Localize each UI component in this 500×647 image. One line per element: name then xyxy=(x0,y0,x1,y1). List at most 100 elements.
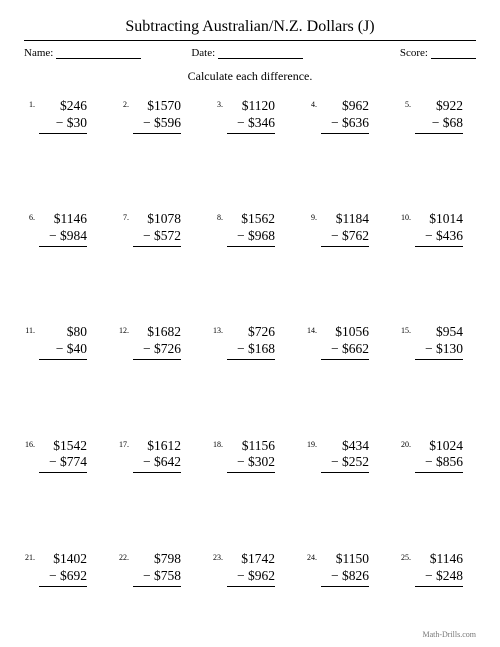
subtraction-stack: $962− $636 xyxy=(321,98,369,134)
subtraction-stack: $246− $30 xyxy=(39,98,87,134)
subtrahend: − $774 xyxy=(39,454,87,473)
problem-number: 20. xyxy=(400,440,411,449)
minuend: $922 xyxy=(415,98,463,115)
score-blank[interactable] xyxy=(431,48,476,59)
problem-number: 2. xyxy=(118,100,129,109)
problem: 25. $1146− $248 xyxy=(400,551,476,624)
date-field: Date: xyxy=(191,47,303,59)
problem: 8.$1562− $968 xyxy=(212,211,288,284)
subtrahend: − $968 xyxy=(227,228,275,247)
problem: 6. $1146− $984 xyxy=(24,211,100,284)
minuend: $1014 xyxy=(415,211,463,228)
problems-grid: 1. $246− $30 2. $1570− $596 3. $1120− $346 4. $… xyxy=(24,98,476,624)
problem: 23.$1742− $962 xyxy=(212,551,288,624)
problem: 1. $246− $30 xyxy=(24,98,100,171)
subtrahend: − $856 xyxy=(415,454,463,473)
subtraction-stack: $1014− $436 xyxy=(415,211,463,247)
footer-attribution: Math-Drills.com xyxy=(24,630,476,639)
problem-number: 22. xyxy=(118,553,129,562)
problem: 5.$922− $68 xyxy=(400,98,476,171)
name-blank[interactable] xyxy=(56,48,141,59)
subtraction-stack: $1146− $248 xyxy=(415,551,463,587)
subtraction-stack: $1184− $762 xyxy=(321,211,369,247)
subtrahend: − $692 xyxy=(39,568,87,587)
title-rule xyxy=(24,40,476,41)
subtrahend: − $596 xyxy=(133,115,181,134)
problem: 22.$798− $758 xyxy=(118,551,194,624)
subtraction-stack: $1024− $856 xyxy=(415,438,463,474)
subtraction-stack: $1120− $346 xyxy=(227,98,275,134)
subtraction-stack: $1542− $774 xyxy=(39,438,87,474)
subtraction-stack: $1146− $984 xyxy=(39,211,87,247)
subtraction-stack: $1562− $968 xyxy=(227,211,275,247)
subtraction-stack: $922− $68 xyxy=(415,98,463,134)
problem-number: 25. xyxy=(400,553,411,562)
subtraction-stack: $1150− $826 xyxy=(321,551,369,587)
problem: 12.$1682− $726 xyxy=(118,324,194,397)
minuend: $1024 xyxy=(415,438,463,455)
score-label: Score: xyxy=(400,47,428,59)
problem-number: 3. xyxy=(212,100,223,109)
minuend: $1402 xyxy=(39,551,87,568)
problem-number: 23. xyxy=(212,553,223,562)
problem-number: 4. xyxy=(306,100,317,109)
subtraction-stack: $80− $40 xyxy=(39,324,87,360)
problem-number: 14. xyxy=(306,326,317,335)
subtraction-stack: $434− $252 xyxy=(321,438,369,474)
minuend: $434 xyxy=(321,438,369,455)
page-title: Subtracting Australian/N.Z. Dollars (J) xyxy=(24,18,476,36)
subtrahend: − $30 xyxy=(39,115,87,134)
problem-number: 13. xyxy=(212,326,223,335)
minuend: $962 xyxy=(321,98,369,115)
minuend: $80 xyxy=(39,324,87,341)
instruction-text: Calculate each difference. xyxy=(24,69,476,84)
subtraction-stack: $1156− $302 xyxy=(227,438,275,474)
subtrahend: − $436 xyxy=(415,228,463,247)
problem: 17.$1612− $642 xyxy=(118,438,194,511)
problem: 15.$954− $130 xyxy=(400,324,476,397)
name-field: Name: xyxy=(24,47,141,59)
subtrahend: − $572 xyxy=(133,228,181,247)
problem: 20. $1024− $856 xyxy=(400,438,476,511)
minuend: $1682 xyxy=(133,324,181,341)
minuend: $246 xyxy=(39,98,87,115)
problem: 24. $1150− $826 xyxy=(306,551,382,624)
problem: 11. $80− $40 xyxy=(24,324,100,397)
subtrahend: − $636 xyxy=(321,115,369,134)
problem-number: 9. xyxy=(306,213,317,222)
subtrahend: − $758 xyxy=(133,568,181,587)
problem: 2. $1570− $596 xyxy=(118,98,194,171)
subtraction-stack: $1570− $596 xyxy=(133,98,181,134)
minuend: $1056 xyxy=(321,324,369,341)
minuend: $1742 xyxy=(227,551,275,568)
problem-number: 12. xyxy=(118,326,129,335)
subtrahend: − $346 xyxy=(227,115,275,134)
score-field: Score: xyxy=(400,47,476,59)
problem-number: 10. xyxy=(400,213,411,222)
worksheet-page: Subtracting Australian/N.Z. Dollars (J) … xyxy=(0,0,500,647)
minuend: $1612 xyxy=(133,438,181,455)
problem-number: 21. xyxy=(24,553,35,562)
problem: 9. $1184− $762 xyxy=(306,211,382,284)
problem-number: 24. xyxy=(306,553,317,562)
problem: 18. $1156− $302 xyxy=(212,438,288,511)
minuend: $726 xyxy=(227,324,275,341)
minuend: $1156 xyxy=(227,438,275,455)
minuend: $1146 xyxy=(415,551,463,568)
subtraction-stack: $1056− $662 xyxy=(321,324,369,360)
minuend: $1146 xyxy=(39,211,87,228)
minuend: $1150 xyxy=(321,551,369,568)
minuend: $1562 xyxy=(227,211,275,228)
problem-number: 18. xyxy=(212,440,223,449)
problem-number: 6. xyxy=(24,213,35,222)
subtrahend: − $248 xyxy=(415,568,463,587)
problem-number: 7. xyxy=(118,213,129,222)
problem-number: 1. xyxy=(24,100,35,109)
subtrahend: − $130 xyxy=(415,341,463,360)
problem: 3. $1120− $346 xyxy=(212,98,288,171)
minuend: $1542 xyxy=(39,438,87,455)
problem-number: 11. xyxy=(24,326,35,335)
date-blank[interactable] xyxy=(218,48,303,59)
subtrahend: − $762 xyxy=(321,228,369,247)
minuend: $1120 xyxy=(227,98,275,115)
